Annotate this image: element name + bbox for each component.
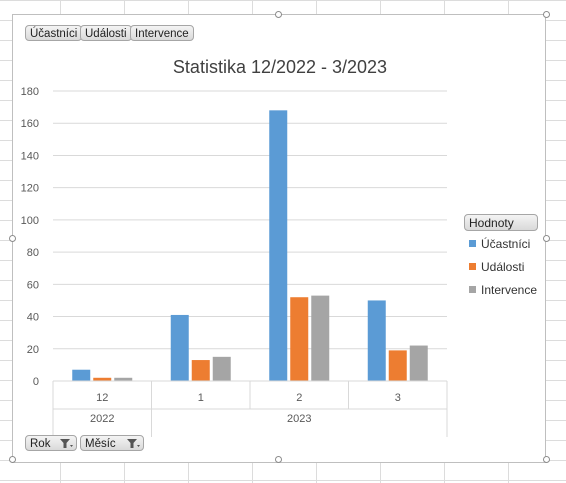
resize-handle[interactable] [9, 456, 16, 463]
bar [311, 295, 330, 381]
filter-button-rok[interactable]: Rok [25, 435, 77, 451]
x-group-label: 2023 [287, 413, 311, 425]
chart-plot: Statistika 12/2022 - 3/2023 0 20 40 60 80 100… [21, 57, 448, 437]
bar [114, 377, 133, 381]
x-tick-label: 2 [296, 392, 302, 404]
y-tick-label: 20 [27, 344, 39, 356]
x-group-label: 2022 [90, 413, 114, 425]
bar [269, 110, 288, 381]
y-tick-label: 160 [21, 118, 39, 130]
filter-button-mesic[interactable]: Měsíc [80, 435, 144, 451]
legend-title-button[interactable]: Hodnoty [464, 214, 538, 231]
bar [93, 377, 112, 381]
y-tick-label: 120 [21, 183, 39, 195]
x-tick-label: 12 [96, 392, 108, 404]
legend-label: Intervence [481, 283, 538, 297]
field-button-udalosti[interactable]: Události [80, 25, 132, 41]
resize-handle[interactable] [543, 235, 550, 242]
bar [367, 300, 386, 381]
x-tick-label: 3 [395, 392, 401, 404]
resize-handle[interactable] [275, 11, 282, 18]
filter-label-rok: Rok [30, 438, 51, 450]
y-tick-label: 100 [21, 215, 39, 227]
legend-label: Účastníci [481, 237, 531, 251]
bar [170, 314, 189, 381]
y-tick-label: 0 [33, 376, 39, 388]
bar [72, 369, 91, 381]
y-tick-label: 180 [21, 86, 39, 98]
resize-handle[interactable] [543, 11, 550, 18]
y-tick-label: 40 [27, 312, 39, 324]
legend-swatch [469, 263, 476, 270]
filter-funnel-icon [127, 439, 140, 448]
resize-handle[interactable] [9, 235, 16, 242]
filter-label-mesic: Měsíc [85, 438, 116, 450]
field-button-intervence[interactable]: Intervence [130, 25, 194, 41]
resize-handle[interactable] [543, 456, 550, 463]
filter-funnel-icon [60, 439, 73, 448]
x-tick-label: 1 [198, 392, 204, 404]
bar [191, 360, 210, 381]
chart-area[interactable]: Statistika 12/2022 - 3/2023 0 20 40 60 80 100… [9, 11, 550, 463]
bar [388, 350, 407, 381]
bar [290, 297, 309, 381]
bar [409, 345, 428, 381]
legend-label: Události [481, 260, 525, 274]
field-button-ucastnici[interactable]: Účastníci [25, 25, 83, 41]
y-tick-label: 140 [21, 150, 39, 162]
resize-handle[interactable] [275, 456, 282, 463]
legend-swatch [469, 240, 476, 247]
y-tick-label: 80 [27, 247, 39, 259]
y-tick-label: 60 [27, 279, 39, 291]
legend-swatch [469, 286, 476, 293]
bar [212, 356, 231, 381]
chart-title: Statistika 12/2022 - 3/2023 [173, 57, 387, 77]
